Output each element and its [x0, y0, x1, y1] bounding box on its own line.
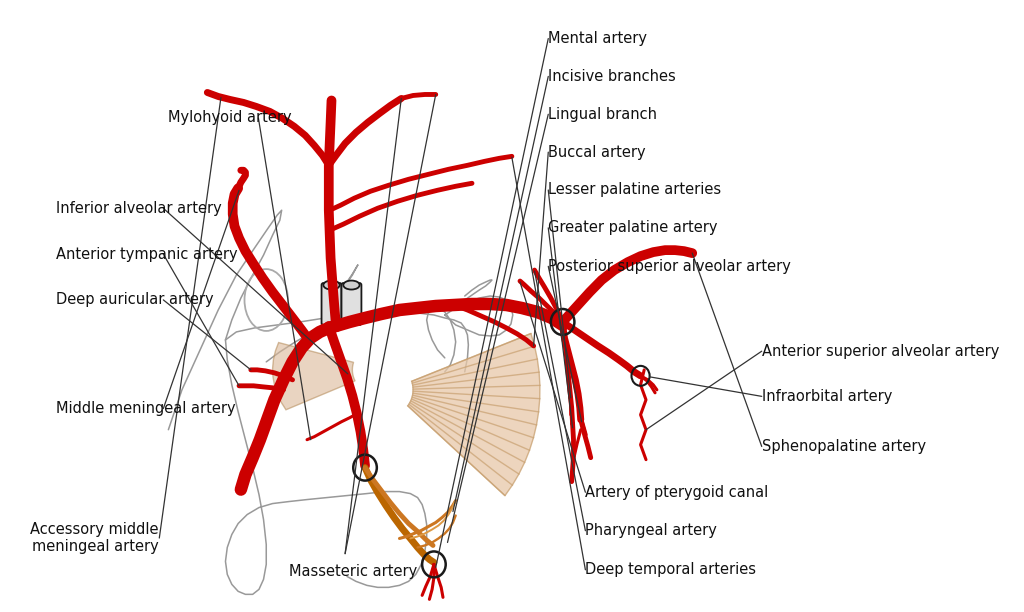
- Text: Anterior superior alveolar artery: Anterior superior alveolar artery: [762, 344, 999, 359]
- Text: Greater palatine artery: Greater palatine artery: [548, 220, 718, 236]
- Text: Sphenopalatine artery: Sphenopalatine artery: [762, 439, 926, 454]
- Polygon shape: [272, 343, 355, 410]
- Text: Deep auricular artery: Deep auricular artery: [56, 293, 214, 307]
- Text: Lingual branch: Lingual branch: [548, 106, 657, 122]
- Ellipse shape: [324, 280, 340, 289]
- Text: Middle meningeal artery: Middle meningeal artery: [56, 401, 236, 416]
- Text: Infraorbital artery: Infraorbital artery: [762, 389, 892, 404]
- Text: Inferior alveolar artery: Inferior alveolar artery: [56, 201, 222, 216]
- Text: Deep temporal arteries: Deep temporal arteries: [586, 562, 757, 577]
- Ellipse shape: [343, 280, 359, 289]
- Polygon shape: [408, 334, 540, 496]
- FancyBboxPatch shape: [341, 283, 361, 325]
- Text: Posterior superior alveolar artery: Posterior superior alveolar artery: [548, 259, 792, 274]
- Text: Lesser palatine arteries: Lesser palatine arteries: [548, 182, 721, 198]
- FancyBboxPatch shape: [322, 283, 341, 325]
- Text: Mental artery: Mental artery: [548, 31, 647, 46]
- Text: Anterior tympanic artery: Anterior tympanic artery: [56, 247, 238, 261]
- Text: Buccal artery: Buccal artery: [548, 144, 646, 160]
- Text: Incisive branches: Incisive branches: [548, 69, 676, 84]
- Text: Mylohyoid artery: Mylohyoid artery: [168, 110, 292, 125]
- Text: Artery of pterygoid canal: Artery of pterygoid canal: [586, 485, 769, 500]
- Text: Masseteric artery: Masseteric artery: [289, 564, 418, 579]
- Text: Accessory middle
meningeal artery: Accessory middle meningeal artery: [30, 522, 159, 554]
- Text: Pharyngeal artery: Pharyngeal artery: [586, 523, 717, 538]
